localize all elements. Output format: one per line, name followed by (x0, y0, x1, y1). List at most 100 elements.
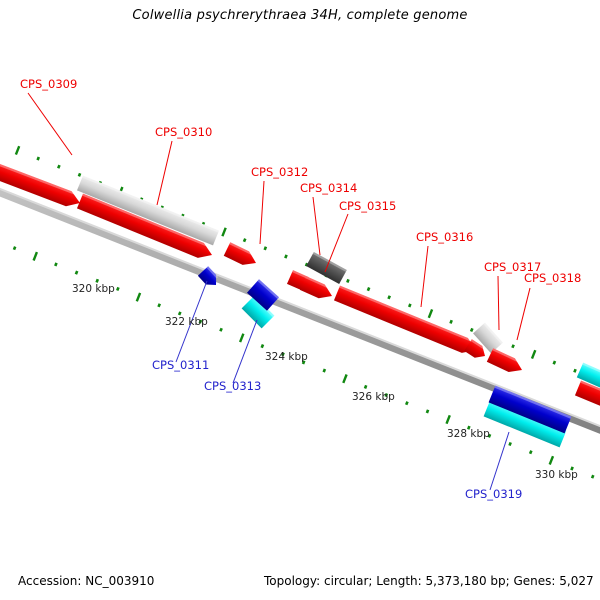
tick-mark (404, 401, 409, 406)
tick-mark (363, 384, 368, 389)
tick-mark (508, 441, 512, 447)
gene-CPS_0315b[interactable] (299, 276, 335, 303)
tick-mark (284, 254, 288, 259)
leader-line-CPS_0314 (312, 196, 321, 256)
tick-mark (74, 270, 79, 275)
gene-highlight (470, 339, 485, 350)
axis-tick-label-1: 322 kbp (165, 316, 208, 328)
axis-tick-label-4: 328 kbp (447, 428, 490, 440)
leader-line-CPS_0313 (232, 319, 258, 384)
axis-tick-label-2: 324 kbp (265, 351, 308, 363)
tick-mark (12, 246, 17, 251)
gene-body (0, 160, 80, 207)
tick-mark (384, 392, 389, 398)
gene-CPS_0313b[interactable] (246, 279, 280, 311)
leader-line-CPS_0319 (489, 431, 510, 491)
gene-highlight (229, 242, 254, 256)
tick-mark (466, 425, 471, 430)
tick-mark (32, 251, 39, 261)
gene-CPS_0312[interactable] (223, 242, 260, 270)
gene-body (486, 348, 523, 373)
gene-CPS_0317[interactable] (473, 322, 503, 354)
tick-mark (260, 344, 265, 349)
gene-highlight (339, 285, 473, 342)
gene-body (299, 276, 332, 299)
tick-mark (116, 286, 120, 292)
gene-edge-cyan[interactable] (576, 362, 600, 392)
tick-mark (407, 303, 412, 308)
gene-CPS_0310b[interactable] (76, 193, 215, 263)
tick-mark (346, 278, 350, 283)
axis-tick-labels: 320 kbp 322 kbp 324 kbp 326 kbp 328 kbp 330 k… (72, 283, 578, 481)
gene-body (464, 339, 485, 358)
gene-highlight (305, 276, 329, 289)
gene-label-CPS_0313[interactable]: CPS_0313 (204, 379, 261, 393)
gene-highlight (494, 385, 572, 419)
gene-body (576, 362, 600, 392)
gene-body (77, 175, 219, 246)
gene-highlight (312, 251, 347, 272)
gene-body (241, 295, 275, 329)
gene-highlight (483, 322, 503, 345)
gene-highlight (0, 160, 77, 196)
gene-highlight (82, 175, 219, 233)
gene-CPS_0317b[interactable] (464, 339, 489, 362)
genome-summary-text: Topology: circular; Length: 5,373,180 bp… (264, 574, 594, 588)
gene-highlight (257, 279, 280, 299)
gene-label-CPS_0312[interactable]: CPS_0312 (251, 165, 308, 179)
gene-highlight (580, 380, 600, 397)
tick-mark (263, 246, 268, 251)
gene-labels: CPS_0309 CPS_0310 CPS_0311 CPS_0312 CPS_0313… (20, 77, 581, 501)
accession-text: Accession: NC_003910 (18, 574, 155, 588)
gene-label-CPS_0314[interactable]: CPS_0314 (300, 181, 357, 195)
page-title: Colwellia psychrerythraea 34H, complete … (132, 8, 468, 23)
gene-CPS_0311[interactable] (197, 266, 221, 290)
tick-mark (487, 433, 492, 438)
gene-label-CPS_0309[interactable]: CPS_0309 (20, 77, 77, 91)
tick-mark (469, 327, 474, 333)
gene-label-CPS_0318[interactable]: CPS_0318 (524, 271, 581, 285)
tick-mark (573, 368, 577, 373)
gene-body (333, 285, 476, 353)
gene-label-CPS_0316[interactable]: CPS_0316 (416, 230, 473, 244)
gene-body (223, 242, 256, 265)
gene-label-CPS_0317[interactable]: CPS_0317 (484, 260, 541, 274)
tick-mark (548, 455, 555, 465)
gene-glyphs (0, 160, 600, 448)
leader-line-CPS_0309 (27, 92, 73, 156)
gene-highlight (82, 193, 209, 247)
leader-line-CPS_0312 (259, 180, 265, 245)
gene-CPS_0316[interactable] (333, 285, 479, 358)
gene-body (483, 399, 567, 448)
tick-mark (322, 368, 327, 373)
gene-label-CPS_0319[interactable]: CPS_0319 (465, 487, 522, 501)
gene-label-CPS_0311[interactable]: CPS_0311 (152, 358, 209, 372)
tick-mark (177, 311, 182, 316)
tick-mark (157, 303, 162, 308)
tick-mark (511, 344, 515, 349)
tick-mark (530, 349, 537, 360)
gene-CPS_0310[interactable] (77, 175, 219, 246)
gene-label-CPS_0310[interactable]: CPS_0310 (155, 125, 212, 139)
tick-mark (198, 319, 203, 324)
leader-line-CPS_0317 (497, 275, 500, 331)
tick-mark (304, 262, 309, 267)
gene-CPS_0319b[interactable] (488, 385, 572, 434)
gene-body (76, 193, 212, 258)
tick-mark (590, 474, 595, 479)
leader-line-CPS_0311 (175, 280, 208, 363)
tick-mark (528, 450, 533, 455)
gene-body (488, 385, 572, 434)
tick-mark (445, 414, 451, 425)
tick-mark (242, 238, 247, 243)
gene-label-CPS_0315[interactable]: CPS_0315 (339, 199, 396, 213)
gene-CPS_0318[interactable] (486, 348, 525, 377)
gene-highlight (206, 266, 219, 279)
gene-highlight (492, 348, 520, 363)
gene-CPS_0309[interactable] (0, 160, 83, 211)
tick-mark (301, 360, 306, 365)
gene-edge-red[interactable] (574, 380, 600, 410)
tick-mark (366, 287, 371, 292)
leader-line-CPS_0316 (420, 245, 429, 308)
